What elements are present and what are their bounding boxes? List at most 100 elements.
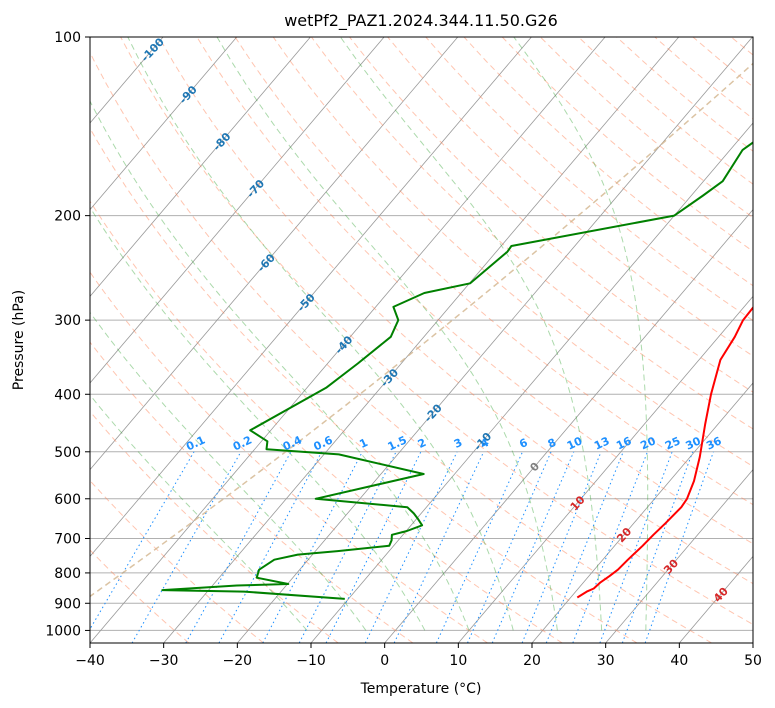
- mixing-ratio-label: 1: [357, 436, 369, 451]
- mixing-ratio-line: [545, 451, 624, 643]
- moist-adiabat-line: [216, 37, 558, 631]
- dry-adiabat-line: [463, 37, 753, 287]
- mixing-ratio-line: [521, 451, 602, 643]
- mixing-ratio-label: 1.5: [386, 433, 409, 453]
- mixing-ratio-label: 10: [565, 434, 585, 452]
- x-tick-label: −30: [149, 653, 179, 669]
- dry-adiabat-line: [272, 37, 753, 467]
- isotherm-line: [531, 382, 753, 643]
- x-tick-label: 0: [380, 653, 389, 669]
- mixing-ratio-label: 16: [614, 434, 634, 452]
- moist-adiabat-line: [90, 311, 367, 631]
- isotherm-line: [90, 37, 532, 557]
- isotherm-line: [163, 37, 680, 643]
- isotherm-line: [384, 209, 753, 643]
- y-tick-label: 200: [54, 209, 81, 225]
- mixing-ratio-line: [393, 451, 485, 643]
- mixing-ratio-label: 8: [546, 436, 558, 451]
- y-tick-label: 300: [54, 313, 81, 329]
- mixing-ratio-label: 13: [592, 434, 611, 452]
- y-tick-label: 600: [54, 492, 81, 508]
- dry-adiabat-line: [90, 51, 712, 643]
- dry-adiabat-line: [90, 127, 638, 643]
- dry-adiabat-line: [90, 271, 488, 643]
- isotherm-line: [458, 295, 753, 643]
- mixing-ratio-label: 25: [663, 434, 682, 452]
- mixing-ratio-line: [599, 451, 673, 643]
- dry-adiabat-line: [349, 37, 753, 393]
- y-tick-label: 900: [54, 596, 81, 612]
- x-tick-label: −40: [75, 653, 105, 669]
- dry-adiabat-line: [90, 341, 414, 643]
- dry-adiabat-line: [234, 37, 753, 506]
- x-tick-label: 50: [744, 653, 762, 669]
- x-tick-label: −20: [223, 653, 253, 669]
- y-tick-label: 800: [54, 566, 81, 582]
- mixing-ratio-line: [467, 451, 552, 643]
- mixing-ratio-line: [491, 451, 575, 643]
- mixing-ratio-label: 20: [638, 434, 658, 452]
- mixing-ratio-line: [218, 451, 323, 643]
- dry-adiabat-line: [158, 37, 753, 585]
- x-tick-label: 40: [670, 653, 688, 669]
- isotherm-line: [90, 37, 238, 211]
- dry-adiabat-line: [654, 37, 753, 120]
- isotherm-line: [679, 555, 753, 643]
- moist-adiabat-line: [513, 37, 649, 631]
- moist-adiabat-line: [90, 394, 308, 631]
- mixing-ratio-line: [131, 451, 242, 643]
- y-tick-label: 500: [54, 445, 81, 461]
- mixing-ratio-label: 0.6: [312, 433, 335, 453]
- x-tick-label: 30: [597, 653, 615, 669]
- dry-adiabat-line: [387, 37, 753, 357]
- mixing-ratio-label: 30: [684, 434, 704, 452]
- plot-frame: [89, 36, 754, 644]
- mixing-ratio-label: 6: [517, 436, 530, 451]
- mixing-ratio-line: [435, 451, 523, 643]
- isotherm-line: [752, 642, 753, 643]
- isotherm-line: [237, 37, 753, 643]
- dewpoint-profile-line: [161, 141, 753, 600]
- axes: −40 −30 −20 −10 0 10 20 30 40 5010020030040050060…: [45, 30, 762, 669]
- y-tick-label: 400: [54, 387, 81, 403]
- dry-adiabat-line: [578, 37, 753, 185]
- dry-adiabat-line: [90, 200, 563, 643]
- mixing-ratio-line: [621, 451, 694, 643]
- x-tick-label: 10: [449, 653, 467, 669]
- isotherm-label: -100: [139, 35, 168, 64]
- mixing-ratio-label: 36: [704, 434, 724, 452]
- isotherm-line: [310, 122, 753, 643]
- dry-adiabat-line: [90, 479, 264, 643]
- mixing-ratio-line: [90, 451, 195, 631]
- dry-adiabat-line: [90, 410, 339, 643]
- y-tick-label: 1000: [45, 623, 81, 639]
- lcl-curve-line: [90, 62, 753, 598]
- isotherm-line: [90, 37, 311, 297]
- y-axis-title: Pressure (hPa): [11, 290, 27, 390]
- isotherm-line: [90, 37, 385, 384]
- mixing-ratio-line: [185, 451, 292, 643]
- moist-adiabat-line: [90, 206, 426, 631]
- dry-adiabat-line: [90, 549, 190, 643]
- x-tick-label: −10: [296, 653, 326, 669]
- profile-lines: [161, 141, 753, 600]
- mixing-ratio-label: 0.1: [184, 433, 207, 453]
- dry-adiabat-line: [310, 37, 753, 430]
- mixing-ratio-label: 3: [452, 436, 464, 451]
- x-tick-label: 20: [523, 653, 541, 669]
- isotherm-line: [90, 37, 606, 643]
- isotherm-line: [90, 37, 459, 471]
- temperature-profile-line: [576, 305, 753, 599]
- moist-adiabat-line: [127, 37, 514, 631]
- chart-title: wetPf2_PAZ1.2024.344.11.50.G26: [284, 11, 558, 31]
- mixing-ratio-line: [572, 451, 648, 643]
- x-axis-title: Temperature (°C): [360, 681, 482, 697]
- moist-adiabat-line: [339, 37, 603, 631]
- y-tick-label: 700: [54, 532, 81, 548]
- mixing-ratio-line: [364, 451, 458, 643]
- y-tick-label: 100: [54, 30, 81, 46]
- dry-adiabat-line: [196, 37, 753, 545]
- dry-adiabat-line: [769, 37, 775, 643]
- mixing-ratio-label: 0.2: [231, 433, 254, 453]
